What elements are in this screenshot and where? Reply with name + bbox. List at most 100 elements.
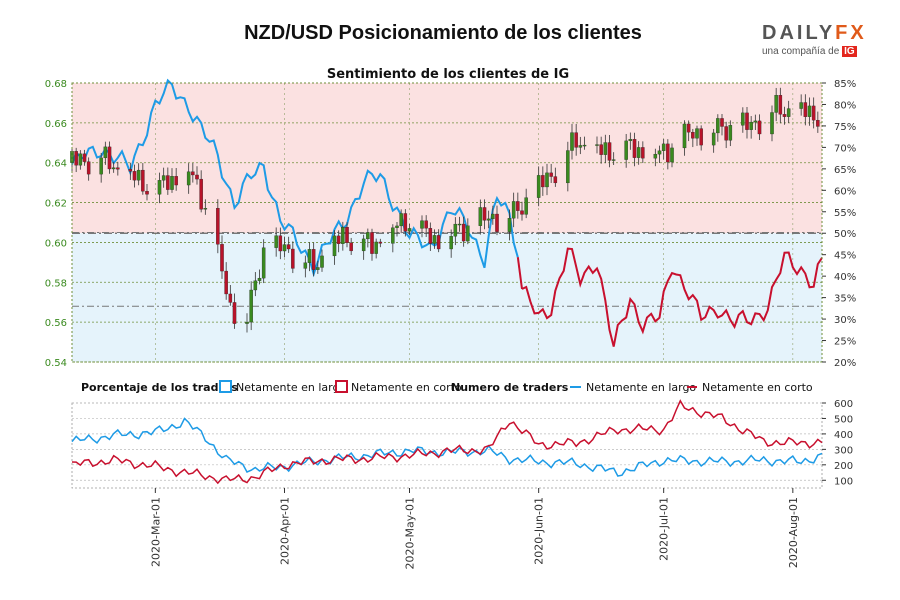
traders-axes: 100 200 300 400 500 600	[822, 399, 853, 487]
candle-body	[428, 228, 433, 244]
candle-body	[486, 218, 491, 221]
candle-body	[103, 146, 108, 159]
pct-tick-label: 75%	[834, 122, 856, 133]
legend-pct-short-label: Netamente en corto	[351, 381, 462, 394]
candle-body	[278, 235, 283, 252]
candle-body	[361, 238, 366, 252]
candle-body	[524, 197, 528, 215]
pct-tick-label: 40%	[834, 272, 856, 283]
candle-body	[111, 167, 116, 170]
candle-body	[332, 235, 337, 257]
pct-tick-label: 85%	[834, 79, 856, 90]
candle-body	[403, 213, 408, 232]
candle-body	[553, 176, 558, 184]
dailyfx-logo: DAILYFX una compañía de IG	[762, 22, 872, 62]
candle-body	[641, 147, 645, 159]
pct-transition-line	[516, 257, 523, 290]
long-zone-bg	[72, 233, 822, 362]
candle-body	[632, 139, 637, 158]
candle-body	[507, 218, 512, 232]
candle-body	[607, 142, 612, 161]
candle-body	[420, 220, 424, 229]
candle-body	[599, 144, 603, 155]
candle-body	[520, 210, 524, 215]
pct-tick-label: 65%	[834, 165, 856, 176]
candle-body	[407, 228, 412, 232]
candle-body	[582, 144, 587, 147]
candle-body	[311, 249, 316, 270]
date-tick-label: 2020-Aug-01	[787, 497, 800, 568]
legend-pct-title: Porcentaje de los traders	[81, 381, 238, 394]
candle-body	[749, 121, 753, 130]
candle-body	[86, 161, 91, 175]
candle-body	[161, 175, 166, 181]
candle-body	[695, 128, 699, 139]
candle-body	[728, 125, 733, 141]
candle-body	[611, 159, 616, 161]
candle-body	[478, 207, 483, 226]
candle-body	[282, 244, 287, 252]
candle-body	[670, 147, 674, 163]
page-title: NZD/USD Posicionamiento de los clientes	[244, 22, 642, 44]
candle-body	[107, 146, 112, 170]
reference-lines	[72, 231, 822, 307]
candle-body	[770, 112, 774, 135]
candle-body	[516, 201, 520, 211]
candle-body	[741, 112, 745, 126]
price-tick-label: 0.62	[45, 199, 67, 210]
pct-tick-label: 35%	[834, 294, 856, 305]
candle-body	[461, 223, 466, 242]
candle-body	[316, 267, 320, 270]
candle-body	[191, 171, 195, 176]
traders-tick-label: 600	[834, 399, 853, 410]
price-tick-label: 0.64	[45, 159, 67, 170]
candle-body	[778, 95, 783, 115]
pct-tick-label: 60%	[834, 186, 856, 197]
pct-tick-label: 45%	[834, 251, 856, 262]
candle-body	[391, 227, 395, 244]
candle-body	[336, 235, 341, 244]
price-tick-label: 0.60	[45, 238, 67, 249]
candle-body	[686, 123, 691, 133]
candle-body	[249, 289, 253, 323]
candle-body	[549, 172, 553, 177]
candle-body	[570, 132, 574, 151]
candle-body	[799, 102, 803, 109]
legend-pct-long-label: Netamente en largo	[236, 381, 346, 394]
legend-num-long-label: Netamente en largo	[586, 381, 696, 394]
candle-body	[374, 241, 378, 254]
candle-body	[786, 108, 791, 117]
traders-short-line	[71, 399, 823, 485]
traders-tick-label: 100	[834, 476, 853, 487]
candle-body	[803, 102, 808, 117]
candle-body	[395, 225, 399, 228]
candle-body	[536, 175, 541, 198]
candle-body	[228, 293, 233, 303]
candle-body	[511, 201, 516, 219]
candle-body	[753, 120, 758, 123]
date-tick-label: 2020-Jul-01	[658, 497, 671, 561]
candle-body	[495, 213, 499, 232]
pct-tick-label: 70%	[834, 143, 856, 154]
candle-body	[699, 128, 703, 146]
candle-body	[320, 255, 324, 268]
candle-body	[811, 105, 816, 121]
candle-body	[216, 208, 220, 245]
candle-body	[203, 208, 208, 210]
candle-body	[782, 114, 787, 117]
candle-body	[286, 244, 291, 250]
candle-body	[716, 118, 720, 134]
candle-body	[816, 120, 820, 127]
candle-body	[145, 191, 149, 195]
pct-tick-label: 25%	[834, 337, 856, 348]
price-tick-label: 0.68	[45, 79, 67, 90]
candle-body	[424, 220, 428, 229]
candle-body	[745, 112, 749, 130]
candle-body	[482, 207, 487, 221]
candle-body	[636, 147, 641, 158]
traders-panel-grid	[71, 402, 823, 489]
pct-long-line	[71, 78, 519, 278]
pct-short-line	[521, 247, 823, 347]
candle-body	[370, 232, 374, 254]
short-zone-bg	[72, 83, 822, 234]
